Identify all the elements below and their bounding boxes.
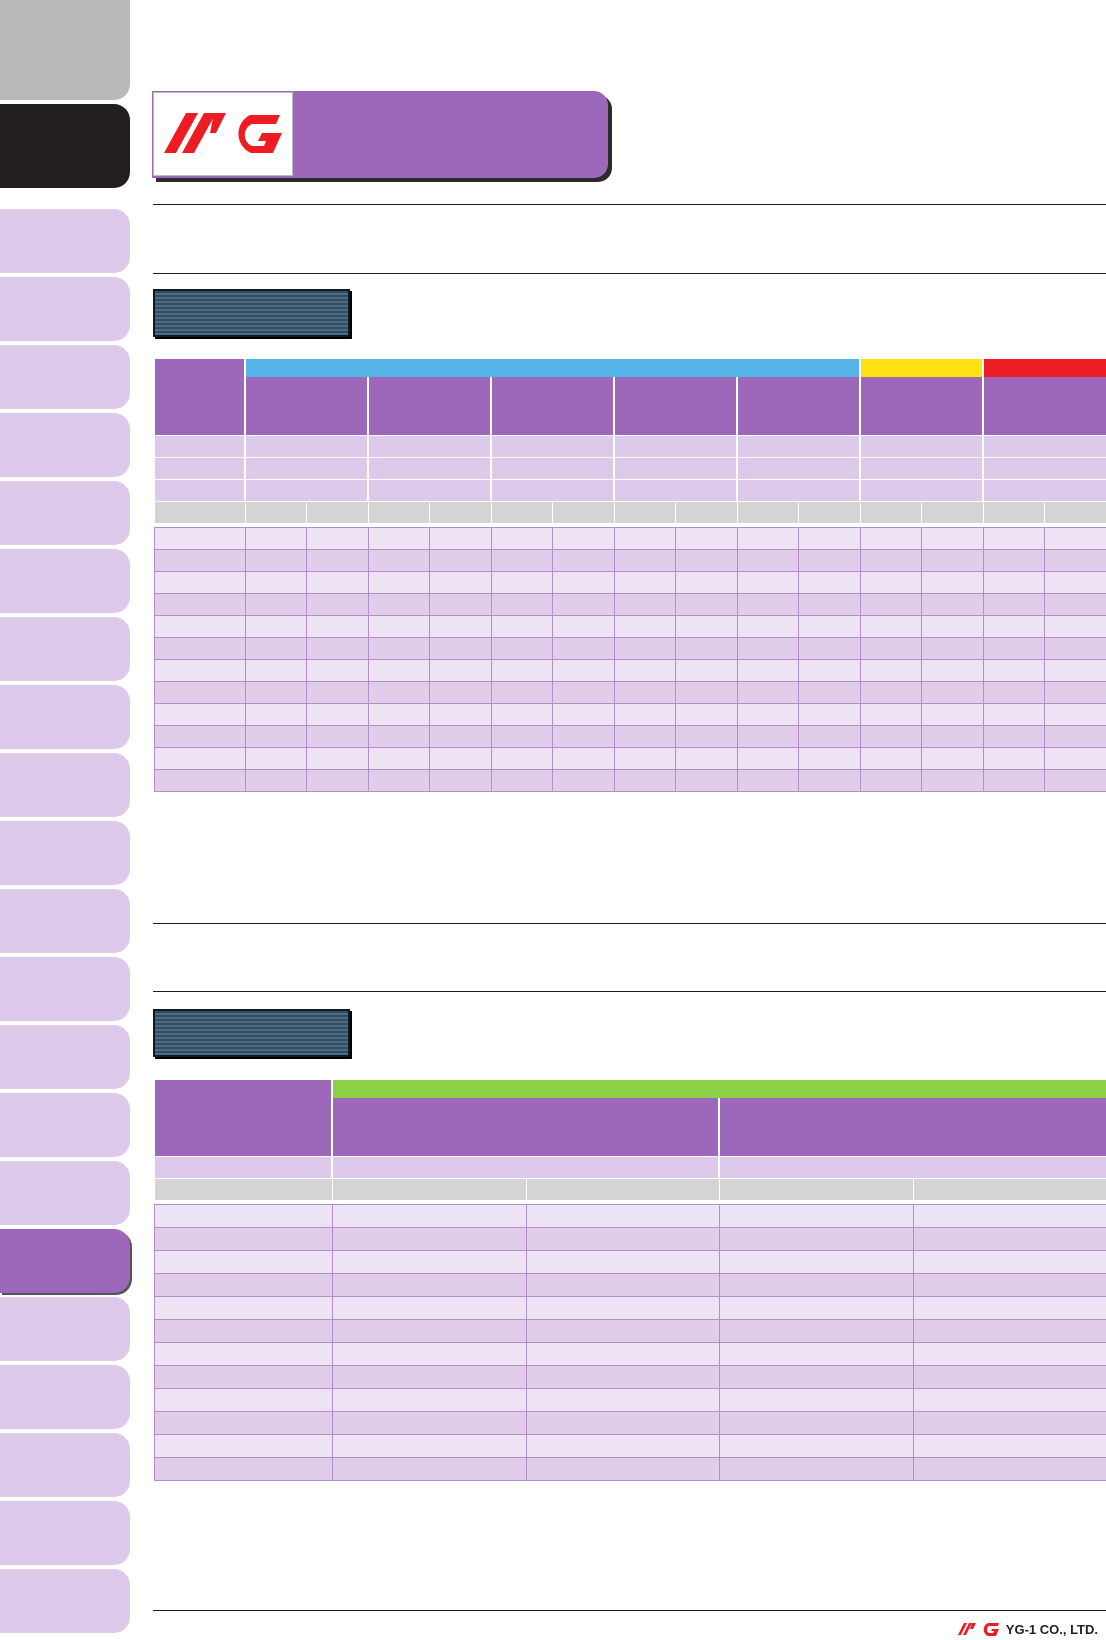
table-row: [153, 680, 1106, 704]
table-row: [153, 592, 1106, 616]
table-2-corner-header: [153, 1080, 333, 1156]
sidebar-tab-8[interactable]: [0, 549, 130, 613]
table-1-group-header: [982, 377, 1106, 435]
sidebar-tab-13[interactable]: [0, 889, 130, 953]
table-row: [153, 570, 1106, 594]
table-1-info-label: [153, 434, 246, 458]
table-1-category-blue: [245, 359, 861, 377]
sidebar-tab-6[interactable]: [0, 413, 130, 477]
table-row: [153, 1226, 1106, 1251]
sidebar-tab-7[interactable]: [0, 481, 130, 545]
table-2-category-green: [331, 1080, 1106, 1098]
table-row: [153, 636, 1106, 660]
table-2: [153, 1080, 1106, 1481]
sidebar-tab-11[interactable]: [0, 753, 130, 817]
yg1-logo-icon: [164, 113, 282, 153]
table-row: [153, 1295, 1106, 1320]
section-2-header-bar: [153, 1009, 350, 1057]
table-1: [153, 359, 1106, 792]
table-row: [153, 1387, 1106, 1412]
table-1-subheader-row: [153, 501, 1106, 523]
table-row: [153, 724, 1106, 748]
table-1-info-label: [153, 456, 246, 480]
divider-top: [153, 204, 1106, 205]
sidebar-tab-2[interactable]: [0, 104, 130, 188]
table-row: [153, 768, 1106, 792]
section-1-header-bar: [153, 289, 350, 337]
sidebar-tab-10[interactable]: [0, 685, 130, 749]
table-row: [153, 1341, 1106, 1366]
table-1-group-header: [859, 377, 985, 435]
table-1-category-red: [982, 359, 1106, 377]
sidebar-tab-15[interactable]: [0, 1025, 130, 1089]
sidebar-tab-22[interactable]: [0, 1501, 130, 1565]
sidebar-tab-17[interactable]: [0, 1161, 130, 1225]
divider-2: [153, 923, 1106, 924]
table-1-group-header: [367, 377, 492, 435]
table-row: [153, 614, 1106, 638]
table-2-group-header: [718, 1098, 1106, 1156]
table-row: [153, 1249, 1106, 1274]
table-1-corner-header: [153, 359, 246, 435]
divider-1: [153, 273, 1106, 274]
table-row: [153, 1272, 1106, 1297]
table-1-group-header: [613, 377, 738, 435]
sidebar-tab-4[interactable]: [0, 277, 130, 341]
sidebar-tab-5[interactable]: [0, 345, 130, 409]
table-1-group-header: [735, 377, 862, 435]
footer-divider: [153, 1610, 1106, 1611]
logo-box: [153, 92, 293, 176]
sidebar-tab-20[interactable]: [0, 1365, 130, 1429]
table-row: [153, 746, 1106, 770]
sidebar-tab-23[interactable]: [0, 1569, 130, 1633]
table-row: [153, 1410, 1106, 1435]
table-1-group-header: [244, 377, 369, 435]
sidebar-tab-16[interactable]: [0, 1093, 130, 1157]
sidebar-tab-9[interactable]: [0, 617, 130, 681]
table-row: [153, 1456, 1106, 1481]
table-1-group-header: [490, 377, 615, 435]
sidebar-tab-14[interactable]: [0, 957, 130, 1021]
table-row: [153, 702, 1106, 726]
table-row: [153, 1364, 1106, 1389]
sidebar-tab-18-active[interactable]: [0, 1229, 130, 1293]
sidebar-tab-21[interactable]: [0, 1433, 130, 1497]
table-2-subheader-row: [153, 1178, 1106, 1200]
table-row: [153, 1203, 1106, 1228]
table-1-info-label: [153, 478, 246, 502]
table-row: [153, 1318, 1106, 1343]
table-row: [153, 658, 1106, 682]
sidebar-tab-1[interactable]: [0, 0, 130, 100]
sidebar-tab-19[interactable]: [0, 1297, 130, 1361]
sidebar-tab-12[interactable]: [0, 821, 130, 885]
divider-3: [153, 991, 1106, 992]
footer-company-name: YG-1 CO., LTD.: [1005, 1621, 1098, 1637]
table-2-info-label: [153, 1155, 333, 1179]
table-1-category-yellow: [859, 359, 984, 377]
sidebar-tab-3[interactable]: [0, 209, 130, 273]
footer-logo-icon: [957, 1623, 999, 1636]
table-2-group-header: [331, 1098, 720, 1156]
table-row: [153, 1433, 1106, 1458]
table-row: [153, 526, 1106, 550]
footer-brand: YG-1 CO., LTD.: [957, 1620, 1098, 1638]
table-row: [153, 548, 1106, 572]
